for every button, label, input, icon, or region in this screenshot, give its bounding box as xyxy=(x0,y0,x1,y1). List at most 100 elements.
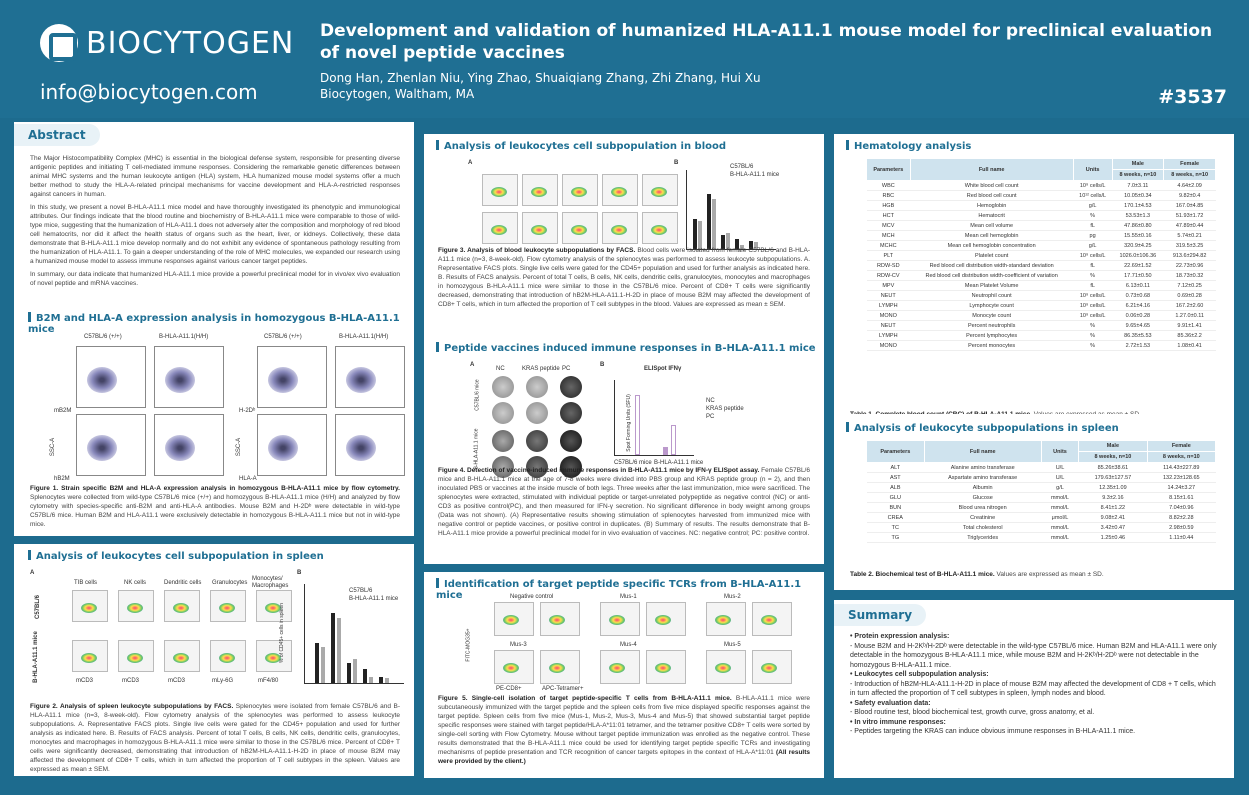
spleen-x2: mCD3 xyxy=(122,678,140,684)
tcr-xaxis2: APC-Tetramer+ xyxy=(542,686,584,692)
flow-plot xyxy=(210,640,246,672)
b2m-row1: mB2M xyxy=(54,408,72,414)
table-cell: 170.1±4.53 xyxy=(1112,200,1164,211)
table-cell: 17.71±0.50 xyxy=(1112,270,1164,281)
elispot-well xyxy=(560,456,582,478)
tcr-plot5-label: Mus-4 xyxy=(620,642,637,648)
vaccine-caption-text: Female C57BL/6 mice and B-HLA-A11.1 mice… xyxy=(438,467,810,537)
flow-plot xyxy=(164,590,200,622)
logo: BIOCYTOGEN xyxy=(40,24,294,62)
table-cell: 2.98±0.59 xyxy=(1147,522,1216,533)
table-cell: Hematocrit xyxy=(910,210,1074,221)
table-cell: MPV xyxy=(866,280,911,291)
b2m-yaxis: SSC-A xyxy=(50,437,57,457)
hematology-table-body: WBC White blood cell count 10⁹ cells/L 7.0±… xyxy=(866,180,1216,351)
bar xyxy=(315,643,319,683)
table-cell: 53.53±1.3 xyxy=(1112,210,1164,221)
bar xyxy=(363,669,367,683)
bar xyxy=(385,678,389,683)
table-cell: RBC xyxy=(866,190,911,201)
summary-text-4: - Peptides targeting the KRAS can induce… xyxy=(850,728,1136,735)
summary-text-1: - Mouse B2M and H-2Kᵇ/H-2Dᵇ were detecta… xyxy=(850,642,1217,669)
spleen-panel-a: A xyxy=(30,570,35,576)
flow-plot xyxy=(72,590,108,622)
flow-plot xyxy=(482,174,518,206)
table-cell: PLT xyxy=(866,250,911,261)
contact-email[interactable]: info@biocytogen.com xyxy=(40,80,258,104)
tcr-title: Identification of target peptide specifi… xyxy=(436,578,824,601)
table-cell: g/L xyxy=(1073,240,1113,251)
table-cell: Percent neutrophils xyxy=(910,320,1074,331)
vaccine-col3: PC xyxy=(562,366,571,372)
poster-number: #3537 xyxy=(1158,86,1227,108)
bar xyxy=(321,647,325,683)
table-cell: 1.27.0±0.11 xyxy=(1163,310,1216,321)
flow-plot xyxy=(76,414,146,476)
table-cell: GLU xyxy=(866,492,925,503)
affiliation: Biocytogen, Waltham, MA xyxy=(320,87,475,101)
flow-plot xyxy=(72,640,108,672)
table-cell: 12.35±1.09 xyxy=(1078,482,1148,493)
table-cell: 1.25±0.46 xyxy=(1078,532,1148,543)
biochem-caption-bold: Table 2. Biochemical test of B-HLA-A11.1… xyxy=(850,571,995,578)
b2m-title: B2M and HLA-A expression analysis in hom… xyxy=(28,312,414,335)
table-cell: MCHC xyxy=(866,240,911,251)
table-row: CREA Creatinine μmol/L 9.08±2.41 8.82±2.28 xyxy=(866,512,1216,523)
table-cell: 10⁹ cells/L xyxy=(1073,310,1113,321)
tcr-plot3-label: Mus-2 xyxy=(724,594,741,600)
b2m-caption-text: Splenocytes were collected from wild-typ… xyxy=(30,494,400,528)
table-cell: mmol/L xyxy=(1041,532,1079,543)
summary-list: • Protein expression analysis: - Mouse B… xyxy=(850,632,1220,737)
elispot-legend-pc: PC xyxy=(706,414,715,420)
vaccine-col2: KRAS peptide xyxy=(522,366,560,372)
table-cell: TC xyxy=(866,522,925,533)
table-row: NEUT Neutrophil count 10⁹ cells/L 0.73±0.68… xyxy=(866,290,1216,301)
table-row: HGB Hemoglobin g/L 170.1±4.53 167.0±4.85 xyxy=(866,200,1216,211)
biocytogen-logo-icon xyxy=(40,24,78,62)
table-row: NEUT Percent neutrophils% 9.65±4.65 9.91±1.… xyxy=(866,320,1216,331)
b2m-row4: HLA-A xyxy=(239,476,257,482)
table-cell: 18.73±0.32 xyxy=(1163,270,1216,281)
hematology-title: Hematology analysis xyxy=(846,140,971,152)
vaccine-title: Peptide vaccines induced immune response… xyxy=(436,342,816,354)
flow-plot xyxy=(335,346,405,408)
table-cell: 319.5±3.25 xyxy=(1163,240,1216,251)
blood-legend-c57: C57BL/6 xyxy=(730,164,754,170)
table-cell: 167.0±4.85 xyxy=(1163,200,1216,211)
b2m-row3: H-2Dᵇ xyxy=(239,408,256,414)
vaccine-col1: NC xyxy=(496,366,505,372)
table-cell: Mean Platelet Volume xyxy=(910,280,1074,291)
table-cell: Mean cell hemoglobin concentration xyxy=(910,240,1074,251)
blood-panel-a: A xyxy=(468,160,473,166)
table-cell: 85.36±2.2 xyxy=(1163,330,1216,341)
table-cell: 9.08±2.41 xyxy=(1078,512,1148,523)
table-cell: 9.3±2.16 xyxy=(1078,492,1148,503)
summary-title: Summary xyxy=(834,604,927,626)
table-cell: Monocyte count xyxy=(910,310,1074,321)
flow-plot xyxy=(118,640,154,672)
th-male: Male xyxy=(1111,158,1165,170)
table-cell: 7.12±0.25 xyxy=(1163,280,1216,291)
tcr-caption-text: B-HLA-A11.1 mice were subcutaneously imm… xyxy=(438,695,811,756)
elispot-ylabel: Spot Forming Units (SFU) xyxy=(625,394,632,452)
tcr-caption-bold: Figure 5. Single-cell isolation of targe… xyxy=(438,695,732,702)
spleen-bar-chart: C57BL/6 B-HLA-A11.1 mice xyxy=(304,584,404,684)
table-cell: 179.63±127.57 xyxy=(1078,472,1148,483)
b2m-yaxis-2: SSC-A xyxy=(236,437,243,457)
table-cell: Percent monocytes xyxy=(910,340,1074,351)
elispot-well xyxy=(526,376,548,398)
table-cell: HCT xyxy=(866,210,911,221)
table-cell: RDW-CV xyxy=(866,270,911,281)
abstract-p1: The Major Histocompatibility Complex (MH… xyxy=(30,155,400,198)
flow-plot xyxy=(642,212,678,244)
table-cell: 132.23±128.65 xyxy=(1147,472,1216,483)
th-female: Female xyxy=(1163,158,1216,170)
table-cell: pg xyxy=(1073,230,1113,241)
table-cell: mmol/L xyxy=(1041,522,1079,533)
table-cell: 8.41±1.22 xyxy=(1078,502,1148,513)
table-cell: 22.69±1.52 xyxy=(1112,260,1164,271)
biochem-title: Analysis of leukocyte subpopulations in … xyxy=(846,422,1119,434)
table-subheader-row: 8 weeks, n=10 8 weeks, n=10 xyxy=(867,169,1216,181)
table-cell: 8.82±2.28 xyxy=(1147,512,1216,523)
table-cell: 10⁹ cells/L xyxy=(1073,250,1113,261)
